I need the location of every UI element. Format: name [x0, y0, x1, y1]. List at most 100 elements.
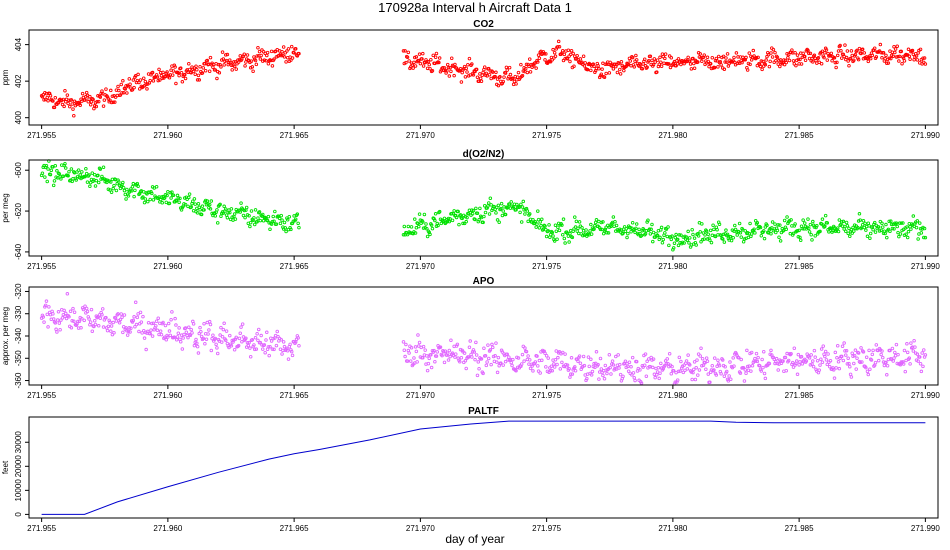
data-point	[425, 234, 430, 239]
data-point	[888, 348, 892, 353]
data-point	[462, 351, 467, 355]
data-point	[262, 343, 267, 347]
data-point	[866, 59, 871, 64]
data-point	[789, 351, 793, 356]
data-point	[543, 224, 547, 228]
data-point	[918, 47, 923, 52]
data-point	[544, 234, 549, 239]
data-point	[136, 72, 140, 77]
data-point	[798, 235, 802, 240]
data-point	[557, 45, 562, 49]
data-point	[677, 355, 682, 360]
data-point	[767, 64, 772, 69]
data-point	[57, 321, 62, 325]
data-point	[915, 352, 920, 356]
data-point	[729, 377, 733, 382]
data-point	[560, 223, 564, 227]
data-point	[61, 97, 66, 102]
data-point	[659, 60, 663, 64]
data-point	[473, 357, 477, 362]
data-point	[630, 55, 635, 60]
data-point	[905, 342, 909, 346]
data-point	[456, 209, 460, 214]
data-point	[254, 347, 259, 351]
data-point	[176, 331, 181, 335]
data-point	[111, 100, 115, 104]
data-point	[117, 88, 121, 93]
data-point	[129, 326, 133, 331]
data-point	[690, 228, 694, 232]
data-point	[629, 230, 633, 234]
data-point	[725, 52, 730, 56]
data-point	[752, 227, 756, 232]
data-point	[562, 236, 567, 241]
data-point	[708, 238, 712, 242]
data-point	[205, 58, 210, 63]
data-point	[253, 58, 258, 63]
data-point	[491, 345, 495, 350]
data-point	[911, 349, 916, 353]
data-point	[653, 60, 657, 64]
data-point	[117, 321, 122, 325]
data-point	[706, 232, 711, 236]
data-point	[871, 227, 875, 232]
data-point	[494, 70, 498, 75]
data-point	[428, 67, 432, 71]
data-point	[658, 371, 662, 375]
data-point	[690, 377, 694, 382]
data-point	[527, 64, 531, 69]
data-point	[795, 53, 800, 57]
data-point	[58, 327, 62, 332]
data-point	[839, 56, 844, 60]
data-point	[692, 236, 697, 240]
data-point	[762, 236, 767, 241]
data-point	[891, 359, 895, 363]
data-point	[543, 351, 547, 356]
data-point	[923, 235, 928, 240]
data-point	[844, 229, 848, 234]
data-point	[137, 329, 141, 334]
data-point	[755, 359, 760, 364]
data-point	[725, 369, 729, 374]
data-point	[885, 364, 890, 368]
data-point	[700, 237, 705, 242]
data-point	[526, 354, 530, 358]
data-point	[213, 214, 218, 218]
data-point	[825, 362, 830, 367]
data-point	[825, 58, 830, 62]
data-point	[776, 368, 780, 372]
data-point	[404, 60, 408, 65]
data-point	[891, 54, 895, 58]
data-point	[773, 50, 777, 55]
data-point	[101, 325, 106, 329]
data-point	[279, 213, 284, 218]
data-point	[770, 55, 775, 59]
data-point	[412, 356, 416, 360]
data-point	[158, 78, 162, 82]
data-point	[437, 209, 442, 214]
data-point	[857, 212, 862, 216]
y-axis-label: feet	[1, 460, 10, 474]
data-point	[922, 226, 927, 231]
data-point	[289, 349, 294, 354]
data-point	[705, 55, 710, 60]
data-point	[716, 358, 720, 363]
data-point	[807, 226, 811, 231]
data-point	[46, 99, 50, 103]
data-point	[429, 223, 434, 227]
data-point	[626, 231, 630, 236]
data-point	[568, 231, 572, 236]
data-point	[121, 79, 125, 83]
data-point	[679, 233, 683, 237]
data-point	[614, 223, 619, 228]
data-point	[868, 236, 872, 240]
data-point	[228, 333, 232, 338]
data-point	[885, 373, 889, 377]
data-point	[799, 62, 804, 66]
data-point	[710, 56, 715, 60]
data-point	[426, 59, 431, 64]
data-point	[478, 76, 483, 81]
data-point	[873, 360, 878, 365]
data-point	[751, 48, 756, 53]
data-point	[43, 175, 47, 179]
